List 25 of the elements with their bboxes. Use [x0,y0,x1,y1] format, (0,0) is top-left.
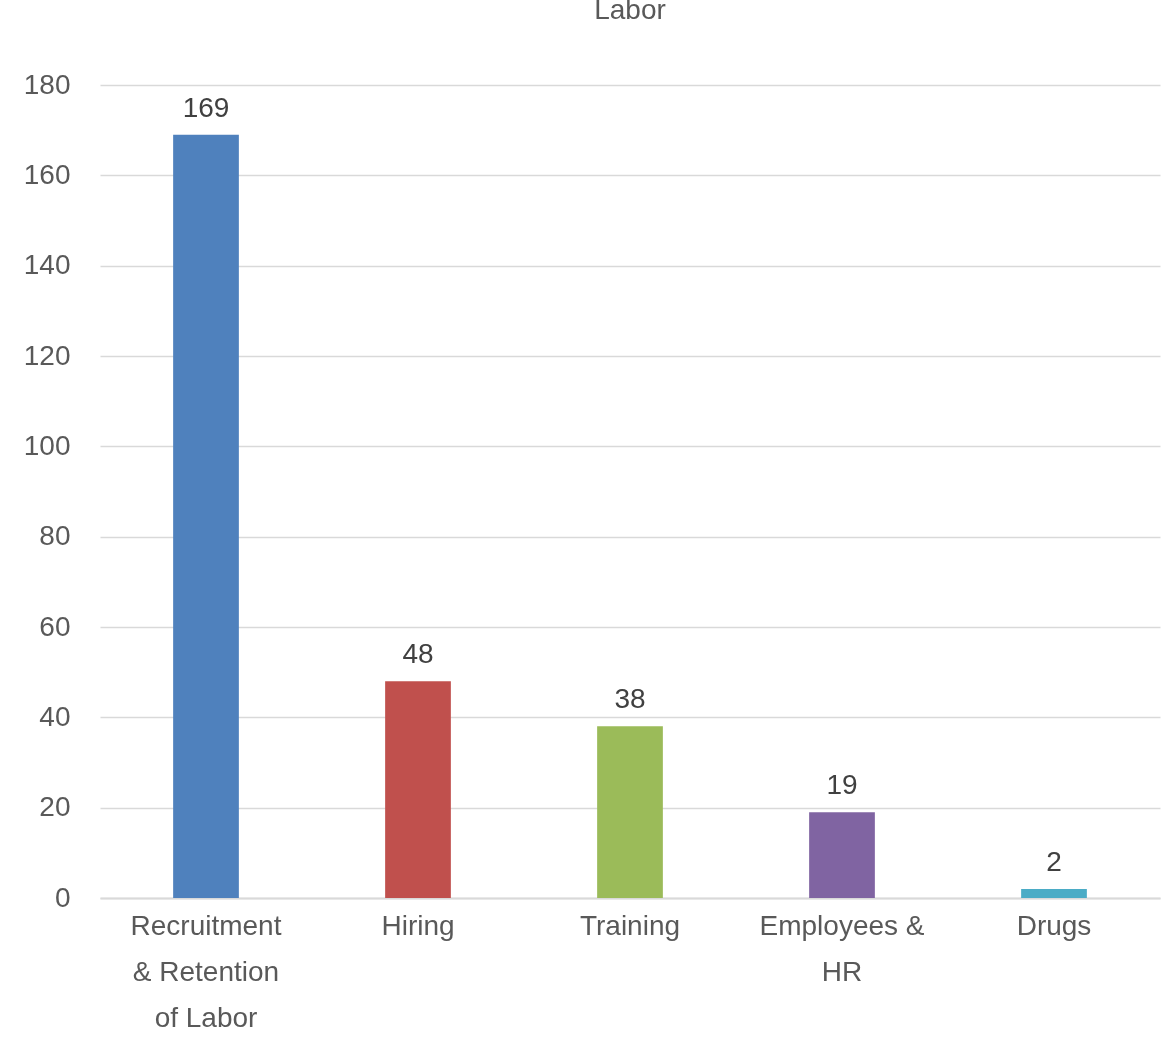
y-tick-label: 40 [39,700,71,732]
y-tick-label: 140 [23,249,71,281]
y-tick-label: 80 [39,520,71,552]
x-tick-label: Drugs [1016,909,1092,941]
bar [809,812,875,898]
y-tick-label: 100 [23,429,71,461]
x-tick-label: Hiring [381,909,455,941]
y-tick-label: 20 [39,791,71,823]
data-label: 48 [402,638,434,670]
x-tick-label: Training [579,909,681,941]
data-label: 169 [182,91,230,123]
y-tick-label: 120 [23,339,71,371]
y-tick-label: 180 [23,68,71,100]
bar [1021,888,1087,898]
y-tick-label: 0 [54,881,71,913]
data-label: 19 [826,769,858,801]
y-tick-label: 60 [39,610,71,642]
bar [385,681,451,898]
data-label: 2 [1046,845,1062,877]
data-label: 38 [614,683,646,715]
bar [173,134,239,898]
x-tick-label: Employees & HR [759,909,925,987]
bar [597,726,663,898]
x-tick-label: Recruitment & Retention of Labor [130,909,282,1033]
y-tick-label: 160 [23,158,71,190]
